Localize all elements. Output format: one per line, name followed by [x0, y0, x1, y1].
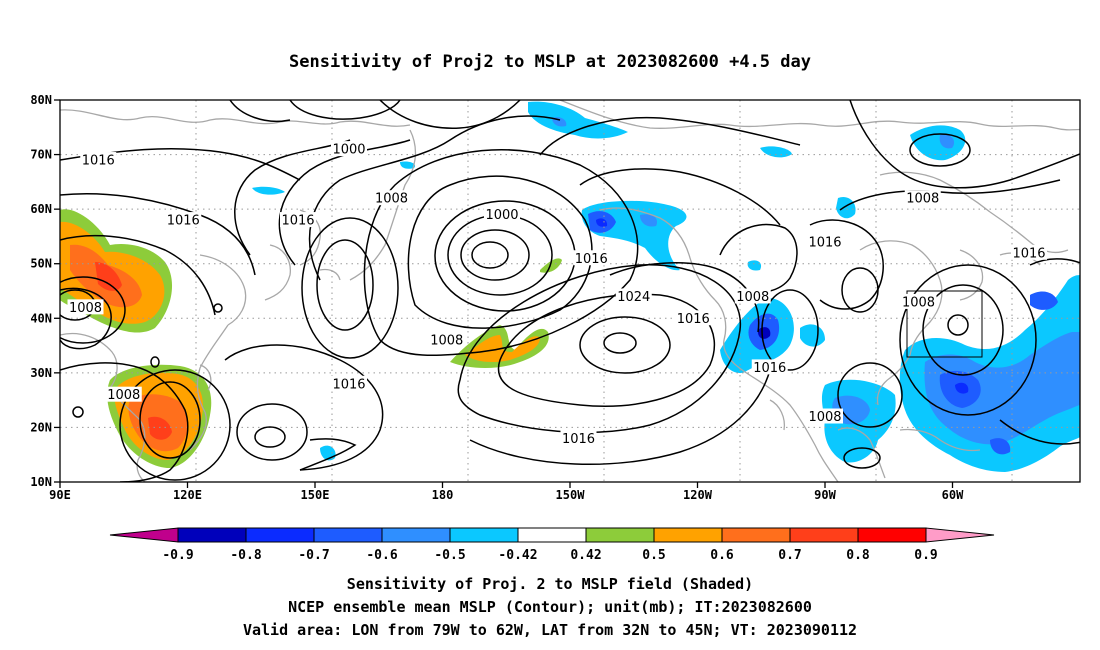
contour-label-bg — [900, 293, 937, 309]
contour-label: 1008 — [736, 290, 769, 305]
contour-label-bg — [751, 359, 788, 375]
colorbar-label: -0.9 — [162, 548, 193, 563]
contour-label: 1016 — [167, 214, 200, 229]
lon-tick-label: 120E — [173, 488, 202, 502]
footer-line-3: Valid area: LON from 79W to 62W, LAT fro… — [243, 621, 857, 639]
contour-label-bg — [80, 152, 117, 168]
lat-tick-label: 60N — [30, 202, 52, 216]
contour-label-bg — [807, 408, 843, 424]
lon-tick-label: 150W — [556, 488, 586, 502]
map-panel: 1016 1000 1008 1016 1016 1000 1016 1008 1024 1008… — [60, 100, 1080, 482]
lat-tick-label: 70N — [30, 148, 52, 162]
contour-label: 1000 — [485, 208, 518, 223]
colorbar-max-arrow — [925, 527, 995, 543]
contour-label: 1016 — [808, 235, 841, 250]
contour-label: 1008 — [902, 295, 935, 310]
contour-label: 1008 — [808, 410, 841, 425]
mslp-contours — [60, 100, 1080, 482]
contour-label-bg — [67, 299, 104, 315]
contour-label-bg — [560, 430, 597, 446]
lat-tick-label: 80N — [30, 93, 52, 107]
contour-label-bg — [904, 190, 941, 206]
contour-label: 1016 — [562, 432, 595, 447]
colorbar: -0.9 -0.8 -0.7 -0.6 -0.5 -0.42 0.42 0.5 0.6 0.7 0.… — [109, 527, 995, 563]
colorbar-label: -0.8 — [230, 548, 261, 563]
contour-label: 1016 — [332, 377, 365, 392]
colorbar-swatch — [313, 527, 383, 543]
contour-label-bg — [105, 386, 142, 402]
colorbar-label: 0.7 — [778, 548, 801, 563]
colorbar-label: 0.5 — [642, 548, 665, 563]
colorbar-swatch — [177, 527, 247, 543]
contour-label: 1008 — [906, 192, 939, 207]
lon-tick-label: 120W — [683, 488, 713, 502]
lon-tick-label: 150E — [301, 488, 330, 502]
contour-label-bg — [428, 332, 465, 348]
lat-tick-label: 40N — [30, 311, 52, 325]
colorbar-label: 0.8 — [846, 548, 870, 563]
contour-label-bg — [331, 375, 367, 391]
colorbar-swatch — [857, 527, 927, 543]
contour-label-bg — [373, 190, 410, 206]
contour-label-bg — [331, 141, 367, 157]
footer-line-2: NCEP ensemble mean MSLP (Contour); unit(… — [288, 598, 812, 616]
map-title: Sensitivity of Proj2 to MSLP at 20230826… — [289, 52, 811, 72]
colorbar-label: 0.9 — [914, 548, 937, 563]
contour-labels: 1016 1000 1008 1016 1016 1000 1016 1008 1024 1008… — [67, 141, 1047, 447]
colorbar-swatch — [653, 527, 723, 543]
lon-tick-label: 90E — [49, 488, 71, 502]
lat-tick-label: 30N — [30, 366, 52, 380]
colorbar-swatch — [381, 527, 451, 543]
contour-label: 1008 — [430, 334, 463, 349]
lat-tick-label: 20N — [30, 420, 52, 434]
colorbar-label: -0.5 — [434, 548, 465, 563]
contour-label-bg — [615, 288, 652, 304]
contour-label: 1016 — [753, 361, 786, 376]
colorbar-swatch — [721, 527, 791, 543]
colorbar-label: 0.6 — [710, 548, 734, 563]
contour-label: 1016 — [1012, 246, 1045, 261]
contour-label-bg — [484, 206, 520, 222]
contour-label: 1000 — [332, 143, 365, 158]
contour-label: 1008 — [69, 301, 102, 316]
colorbar-swatch — [585, 527, 655, 543]
colorbar-label: -0.7 — [298, 548, 329, 563]
contour-label-bg — [734, 288, 771, 304]
lon-tick-label: 60W — [942, 488, 964, 502]
contour-label-bg — [1011, 244, 1047, 260]
contour-label: 1024 — [617, 290, 650, 305]
contour-label: 1008 — [107, 388, 140, 403]
colorbar-label: -0.6 — [366, 548, 397, 563]
contour-label-bg — [573, 250, 610, 266]
colorbar-label: -0.42 — [498, 548, 537, 563]
colorbar-swatch — [517, 527, 587, 543]
contour-label-bg — [165, 212, 202, 228]
contour-label: 1016 — [677, 312, 710, 327]
contour-label-bg — [807, 233, 843, 249]
footer-line-1: Sensitivity of Proj. 2 to MSLP field (Sh… — [347, 575, 753, 593]
contour-label-bg — [280, 212, 316, 228]
contour-label: 1016 — [575, 252, 608, 267]
valid-area-box — [906, 290, 983, 358]
lat-tick-label: 50N — [30, 257, 52, 271]
contour-label: 1008 — [375, 192, 408, 207]
colorbar-min-arrow — [109, 527, 179, 543]
contour-label-bg — [675, 310, 712, 326]
lon-tick-label: 90W — [814, 488, 836, 502]
lon-tick-label: 180 — [432, 488, 454, 502]
lat-tick-label: 10N — [30, 475, 52, 489]
colorbar-label: 0.42 — [570, 548, 601, 563]
contour-label: 1016 — [82, 154, 115, 169]
colorbar-swatch — [245, 527, 315, 543]
colorbar-swatch — [449, 527, 519, 543]
colorbar-swatch — [789, 527, 859, 543]
contour-label: 1016 — [281, 214, 314, 229]
